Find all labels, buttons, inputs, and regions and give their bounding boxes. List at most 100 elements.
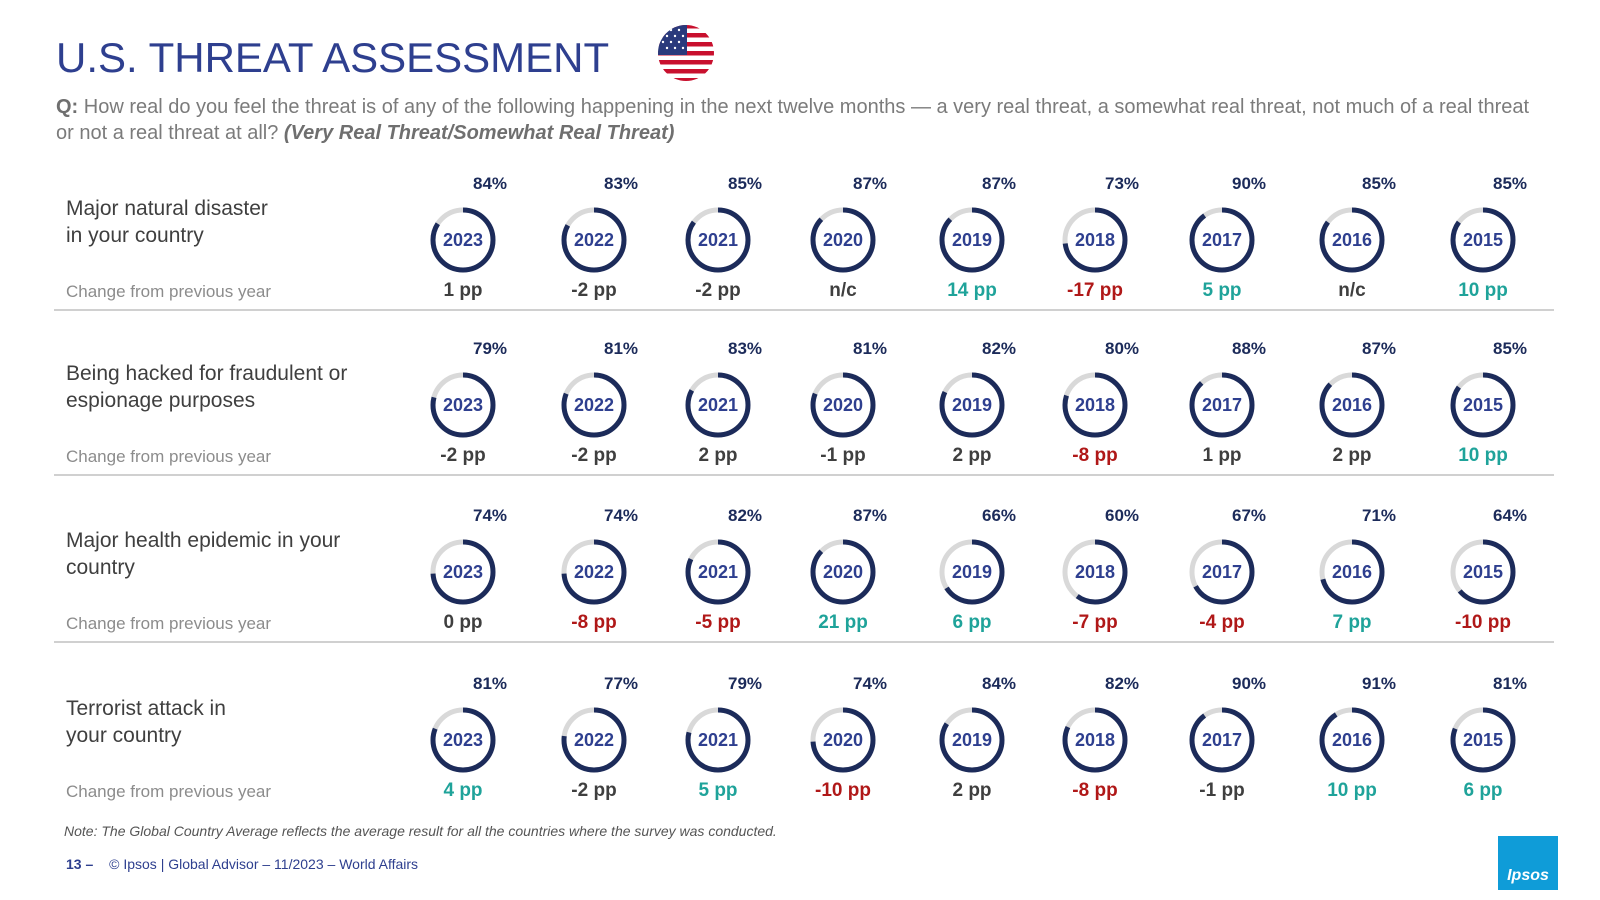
percent-label: 74%	[853, 674, 888, 693]
donut-arc	[810, 707, 876, 773]
donut-svg	[685, 707, 751, 773]
year-label: 2018	[1074, 395, 1116, 415]
year-label: 2023	[442, 562, 484, 582]
donut-2018: 2018	[1060, 205, 1130, 275]
percent-label: 87%	[853, 174, 888, 193]
donut-2020: 2020	[808, 370, 878, 440]
change-value: -1 pp	[1199, 780, 1245, 801]
donut-svg	[561, 372, 627, 438]
percent-label: 87%	[982, 174, 1017, 193]
donut-arc	[1189, 707, 1255, 773]
donut-arc	[1062, 707, 1128, 773]
donut-2016: 2016	[1317, 705, 1387, 775]
change-value: -4 pp	[1199, 612, 1245, 633]
donut-svg	[561, 539, 627, 605]
donut-arc	[939, 207, 1005, 273]
year-label: 2019	[951, 395, 993, 415]
change-label: Change from previous year	[66, 447, 272, 466]
percent-label: 64%	[1493, 506, 1528, 525]
year-label: 2021	[697, 230, 739, 250]
us-flag-icon	[658, 25, 714, 81]
percent-label: 91%	[1362, 674, 1397, 693]
year-label: 2020	[822, 230, 864, 250]
percent-label: 85%	[728, 174, 763, 193]
donut-arc	[1319, 372, 1385, 438]
threat-row: Being hacked for fraudulent or espionage …	[0, 337, 1600, 500]
donut-2019: 2019	[937, 537, 1007, 607]
donut-2022: 2022	[559, 370, 629, 440]
row-label-line: Terrorist attack in	[66, 697, 226, 720]
percent-label: 84%	[473, 174, 508, 193]
donut-svg	[1319, 372, 1385, 438]
page-number: 13 –	[66, 856, 94, 872]
year-label: 2022	[573, 230, 615, 250]
donut-arc	[561, 707, 627, 773]
donut-arc	[1319, 539, 1385, 605]
change-value: 2 pp	[952, 780, 992, 801]
donut-arc	[810, 207, 876, 273]
row-divider	[54, 641, 1554, 643]
row-label-line: your country	[66, 724, 182, 747]
year-label: 2022	[573, 562, 615, 582]
donut-arc	[1189, 207, 1255, 273]
footer-text: © Ipsos | Global Advisor – 11/2023 – Wor…	[109, 856, 419, 872]
year-label: 2015	[1462, 730, 1504, 750]
donut-arc	[561, 207, 627, 273]
donut-2022: 2022	[559, 205, 629, 275]
row-divider	[54, 309, 1554, 311]
ipsos-logo: Ipsos	[1498, 836, 1558, 890]
donut-2017: 2017	[1187, 705, 1257, 775]
percent-label: 80%	[1105, 339, 1140, 358]
donut-arc	[939, 539, 1005, 605]
year-label: 2015	[1462, 230, 1504, 250]
percent-label: 81%	[1493, 674, 1528, 693]
percent-label: 87%	[853, 506, 888, 525]
year-label: 2016	[1331, 562, 1373, 582]
year-label: 2020	[822, 730, 864, 750]
donut-2022: 2022	[559, 705, 629, 775]
change-value: 4 pp	[443, 780, 483, 801]
change-value: -5 pp	[695, 612, 741, 633]
percent-label: 67%	[1232, 506, 1267, 525]
footer: 13 – © Ipsos | Global Advisor – 11/2023 …	[66, 856, 418, 872]
year-label: 2016	[1331, 730, 1373, 750]
donut-2021: 2021	[683, 705, 753, 775]
donut-arc	[685, 207, 751, 273]
donut-svg	[1189, 707, 1255, 773]
logo-text: Ipsos	[1507, 867, 1549, 884]
percent-label: 79%	[473, 339, 508, 358]
percent-label: 79%	[728, 674, 763, 693]
change-value: 2 pp	[1332, 445, 1372, 466]
donut-2020: 2020	[808, 537, 878, 607]
donut-arc	[430, 207, 496, 273]
year-label: 2021	[697, 395, 739, 415]
year-label: 2023	[442, 395, 484, 415]
year-label: 2021	[697, 562, 739, 582]
change-value: -2 pp	[571, 445, 617, 466]
question-note: (Very Real Threat/Somewhat Real Threat)	[283, 122, 675, 144]
donut-svg	[685, 207, 751, 273]
change-value: -8 pp	[1072, 780, 1118, 801]
donut-svg	[430, 207, 496, 273]
donut-svg	[1189, 372, 1255, 438]
percent-label: 74%	[473, 506, 508, 525]
change-value: -8 pp	[571, 612, 617, 633]
percent-label: 88%	[1232, 339, 1267, 358]
threat-row: Terrorist attack in your country Change fr…	[0, 672, 1600, 835]
row-label: Major natural disaster in your country	[66, 195, 396, 249]
change-value: -2 pp	[571, 780, 617, 801]
change-value: -7 pp	[1072, 612, 1118, 633]
change-value: 2 pp	[952, 445, 992, 466]
row-label: Being hacked for fraudulent or espionage …	[66, 360, 396, 414]
year-label: 2017	[1201, 562, 1243, 582]
change-label: Change from previous year	[66, 282, 272, 301]
change-value: n/c	[829, 280, 857, 301]
donut-arc	[685, 539, 751, 605]
donut-arc	[1189, 539, 1255, 605]
donut-svg	[430, 539, 496, 605]
donut-2015: 2015	[1448, 537, 1518, 607]
row-label-line: espionage purposes	[66, 389, 256, 412]
percent-label: 85%	[1493, 339, 1528, 358]
percent-label: 83%	[728, 339, 763, 358]
year-label: 2016	[1331, 395, 1373, 415]
